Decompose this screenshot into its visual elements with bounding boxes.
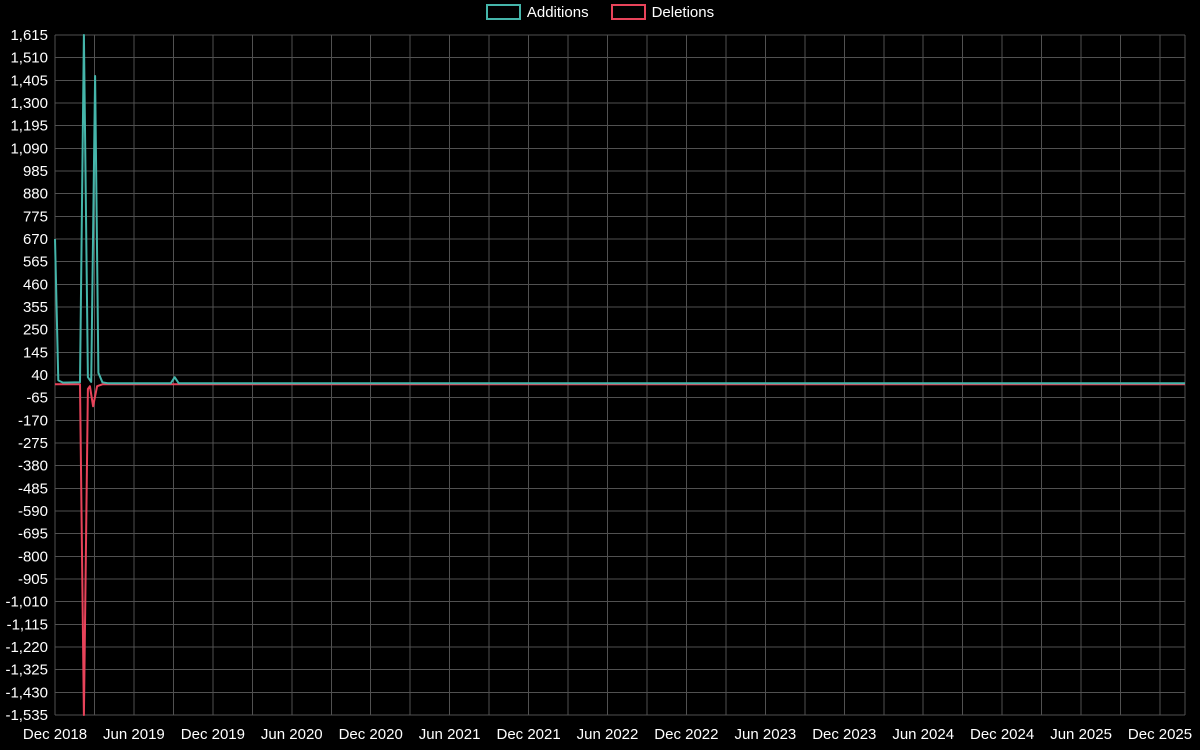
svg-text:880: 880 [23,186,48,203]
additions-line [54,34,1185,385]
svg-text:775: 775 [23,208,48,225]
svg-text:355: 355 [23,299,48,316]
svg-text:Dec 2019: Dec 2019 [181,726,245,743]
svg-text:985: 985 [23,163,48,180]
svg-text:Dec 2021: Dec 2021 [496,726,560,743]
svg-text:-1,430: -1,430 [5,684,48,701]
svg-text:-275: -275 [18,435,48,452]
svg-text:-1,220: -1,220 [5,639,48,656]
svg-text:-800: -800 [18,548,48,565]
svg-text:-1,010: -1,010 [5,594,48,611]
svg-text:-485: -485 [18,480,48,497]
svg-text:-380: -380 [18,458,48,475]
svg-text:1,090: 1,090 [10,140,48,157]
svg-text:1,510: 1,510 [10,50,48,67]
svg-text:-1,325: -1,325 [5,662,48,679]
deletions-line [55,383,1185,716]
svg-text:145: 145 [23,344,48,361]
chart-legend: Additions Deletions [0,4,1200,20]
svg-text:Dec 2020: Dec 2020 [339,726,403,743]
svg-text:-695: -695 [18,526,48,543]
svg-text:-905: -905 [18,571,48,588]
svg-text:Dec 2025: Dec 2025 [1128,726,1192,743]
svg-text:Jun 2021: Jun 2021 [419,726,481,743]
svg-text:Jun 2023: Jun 2023 [735,726,797,743]
svg-text:Dec 2023: Dec 2023 [812,726,876,743]
svg-text:1,405: 1,405 [10,72,48,89]
svg-text:Dec 2022: Dec 2022 [654,726,718,743]
svg-text:670: 670 [23,231,48,248]
svg-text:Jun 2024: Jun 2024 [892,726,954,743]
legend-item-additions[interactable]: Additions [485,3,589,21]
svg-text:-1,535: -1,535 [5,707,48,724]
x-axis-labels: Dec 2018 Jun 2019 Dec 2019 Jun 2020 Dec 2020… [23,726,1192,743]
deletions-swatch-icon [610,4,646,20]
grid-layer [54,34,1186,716]
svg-text:-1,115: -1,115 [7,616,48,633]
svg-text:Dec 2018: Dec 2018 [23,726,87,743]
svg-text:-170: -170 [18,412,48,429]
svg-text:1,300: 1,300 [10,95,48,112]
svg-text:460: 460 [23,276,48,293]
svg-text:40: 40 [31,367,48,384]
svg-text:Jun 2020: Jun 2020 [261,726,323,743]
additions-swatch-icon [485,4,521,20]
legend-additions-label: Additions [526,3,589,21]
svg-text:1,195: 1,195 [10,118,48,135]
svg-text:Jun 2022: Jun 2022 [577,726,639,743]
svg-text:Jun 2019: Jun 2019 [103,726,165,743]
svg-text:-65: -65 [26,390,48,407]
legend-deletions-label: Deletions [651,3,715,21]
svg-text:250: 250 [23,322,48,339]
svg-text:1,615: 1,615 [10,27,48,44]
svg-text:565: 565 [23,254,48,271]
svg-text:Jun 2025: Jun 2025 [1050,726,1112,743]
legend-item-deletions[interactable]: Deletions [610,3,715,21]
svg-text:Dec 2024: Dec 2024 [970,726,1034,743]
svg-text:-590: -590 [18,503,48,520]
y-axis-labels: 1,615 1,510 1,405 1,300 1,195 1,090 985 880 775 6… [5,27,48,724]
